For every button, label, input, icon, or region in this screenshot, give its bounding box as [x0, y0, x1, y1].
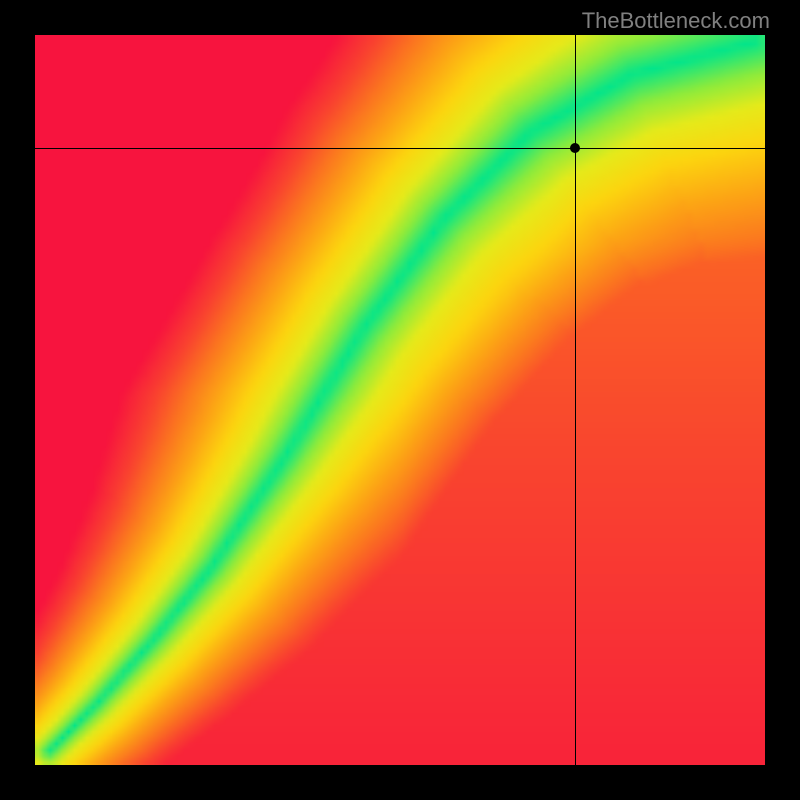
crosshair-horizontal	[35, 148, 765, 149]
heatmap-canvas	[35, 35, 765, 765]
heatmap-plot	[35, 35, 765, 765]
crosshair-marker	[570, 143, 580, 153]
watermark-text: TheBottleneck.com	[582, 8, 770, 34]
